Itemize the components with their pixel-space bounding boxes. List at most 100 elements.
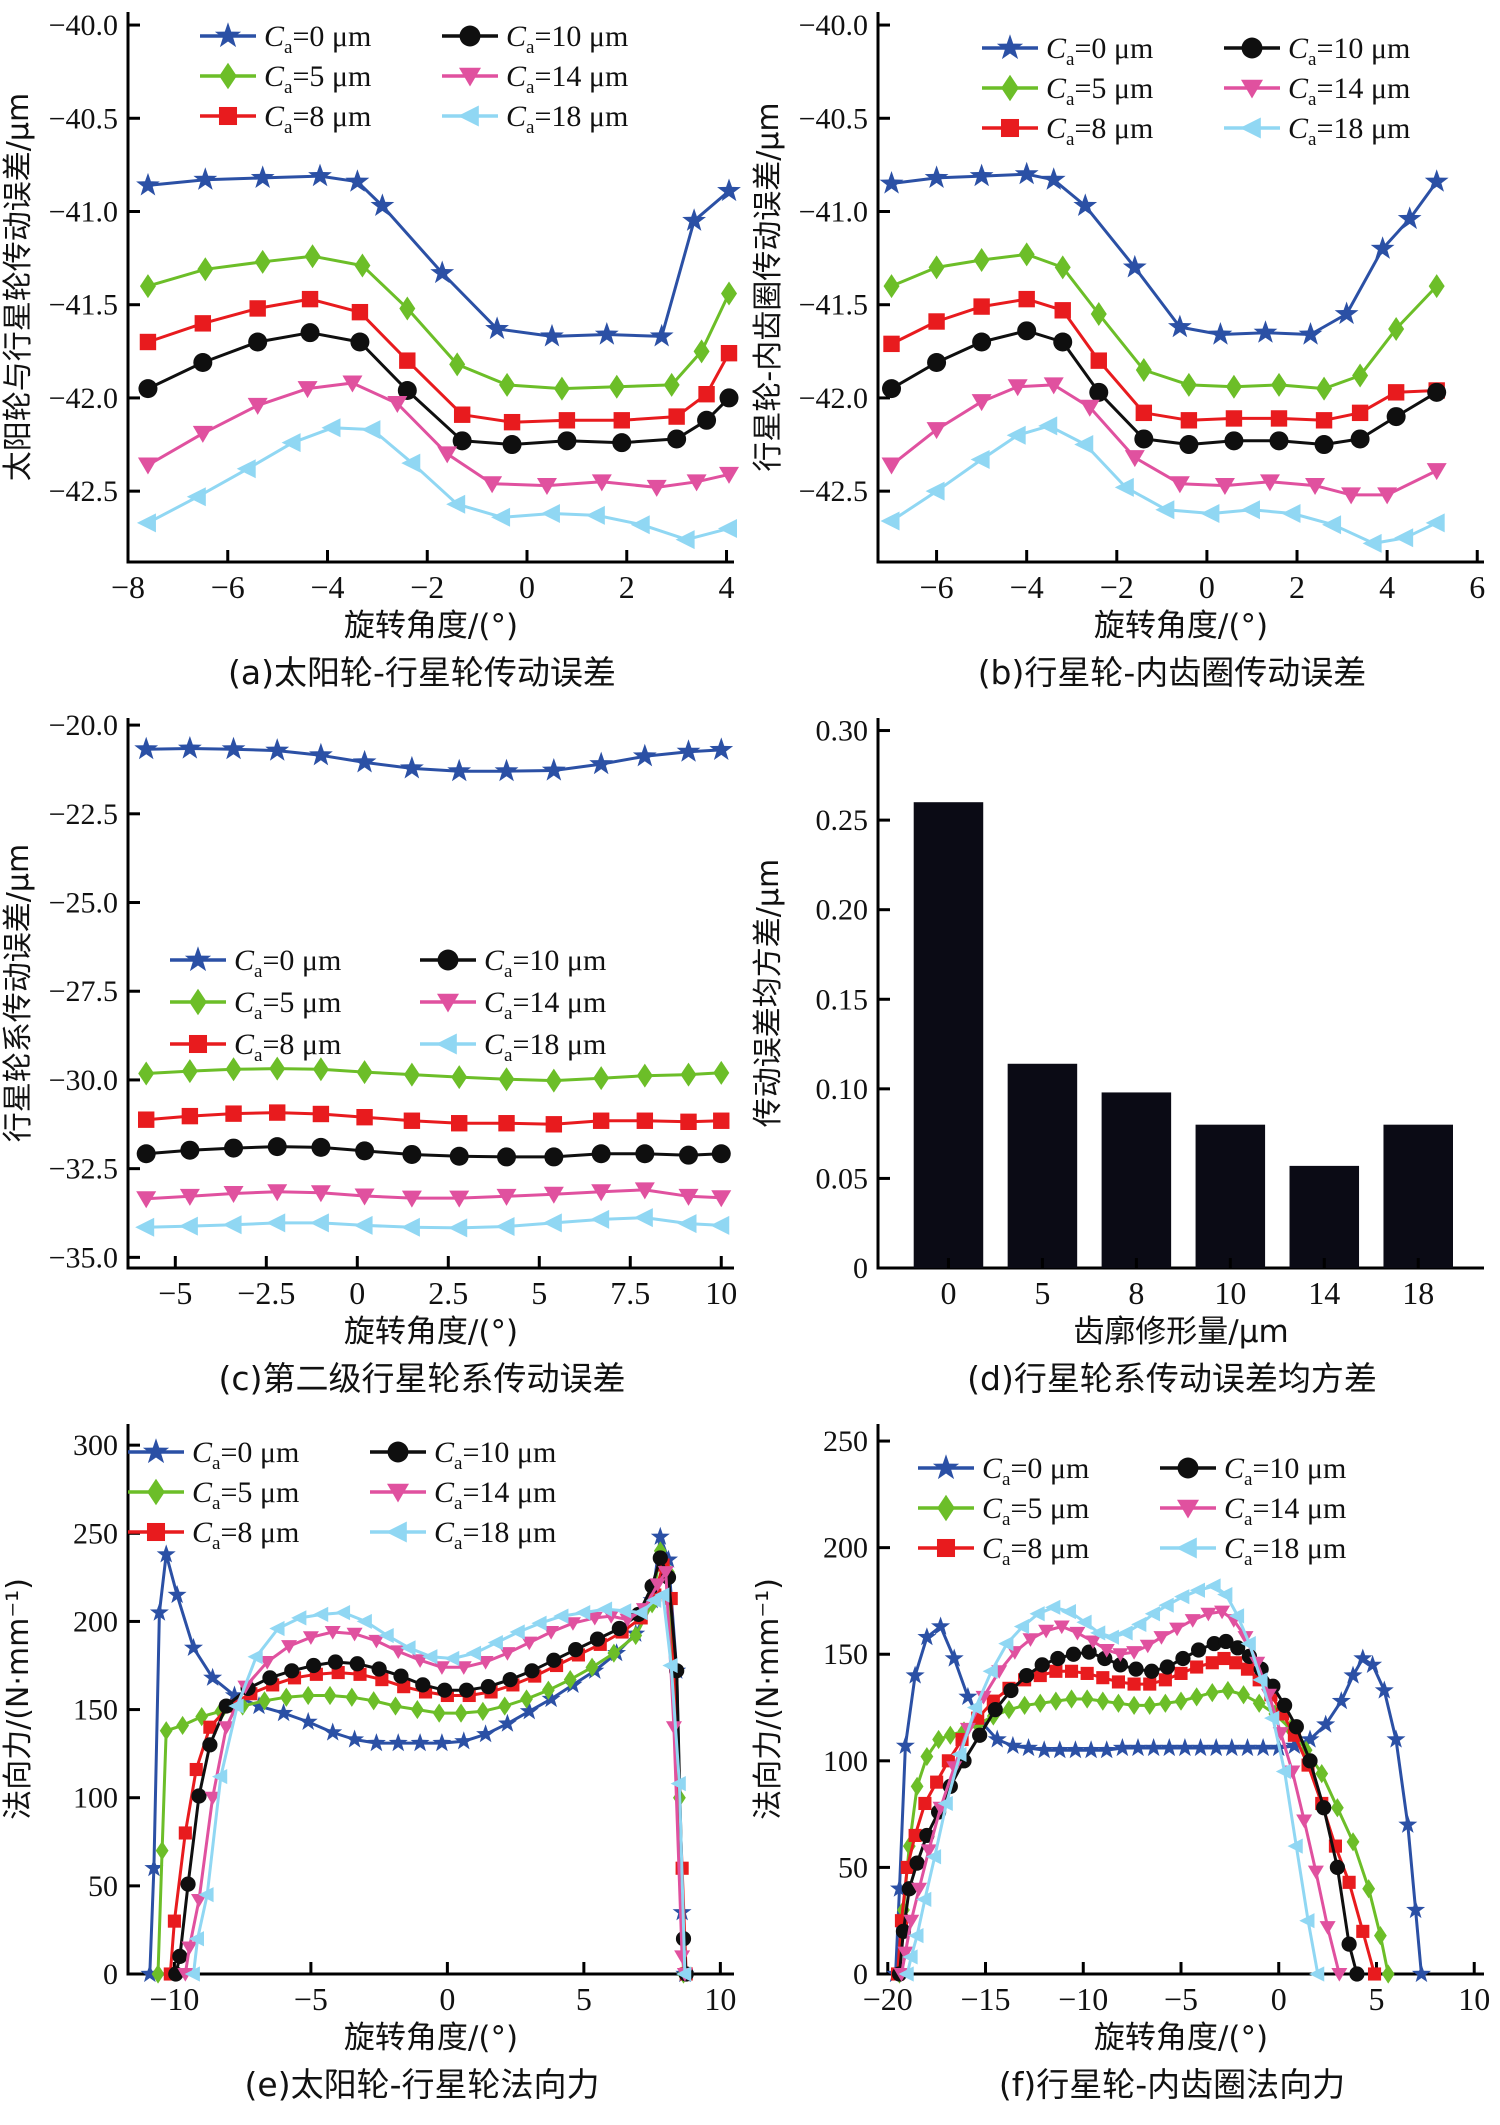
legend-entry-Ca-10: Ca=10 μm: [1160, 1452, 1346, 1490]
caption-c: (c)第二级行星轮系传动误差: [218, 1359, 626, 1398]
series-Ca-8: [139, 290, 738, 431]
series-Ca-18: [898, 1578, 1325, 1982]
svg-text:−5: −5: [294, 1981, 328, 2017]
legend-entry-Ca-5: Ca=5 μm: [200, 60, 371, 98]
legend-label: Ca=10 μm: [506, 20, 628, 58]
svg-text:100: 100: [73, 1782, 118, 1815]
series-Ca-10: [882, 321, 1447, 455]
legend-label: Ca=10 μm: [484, 944, 606, 982]
svg-text:0: 0: [439, 1981, 455, 2017]
svg-text:−15: −15: [960, 1981, 1010, 2017]
svg-text:−10: −10: [1058, 1981, 1108, 2017]
legend-entry-Ca-18: Ca=18 μm: [420, 1028, 606, 1066]
caption-e: (e)太阳轮-行星轮法向力: [244, 2065, 600, 2104]
legend-label: Ca=5 μm: [234, 986, 341, 1024]
legend-label: Ca=0 μm: [264, 20, 371, 58]
svg-text:−40.0: −40.0: [49, 9, 118, 42]
svg-text:18: 18: [1402, 1275, 1434, 1311]
legend-label: Ca=5 μm: [1046, 72, 1153, 110]
svg-text:7.5: 7.5: [610, 1275, 650, 1311]
legend-entry-Ca-14: Ca=14 μm: [1224, 72, 1410, 110]
svg-text:10: 10: [1458, 1981, 1490, 2017]
legend-entry-Ca-0: Ca=0 μm: [170, 944, 341, 982]
x-tick-labels: −20 −15 −10 −5 0 5 10: [863, 1962, 1490, 2017]
panel-e: 0 50 100 150 200 250 300 法向力/(N·mm⁻¹) −10 −5 0 5 10 C…: [0, 1418, 750, 2114]
svg-text:250: 250: [823, 1425, 868, 1458]
svg-text:−41.0: −41.0: [49, 195, 118, 228]
svg-text:−2: −2: [410, 569, 444, 605]
x-tick-labels: 0 5 8 10 14 18: [940, 1258, 1434, 1311]
svg-text:4: 4: [719, 569, 735, 605]
svg-text:−8: −8: [111, 569, 145, 605]
legend-entry-Ca-8: Ca=8 μm: [982, 112, 1153, 150]
bar-10: [1195, 1124, 1266, 1268]
svg-text:−27.5: −27.5: [49, 975, 118, 1008]
legend-entry-Ca-8: Ca=8 μm: [200, 100, 371, 138]
y-axis-label: 传动误差均方差/μm: [751, 859, 786, 1127]
caption-a: (a)太阳轮-行星轮传动误差: [228, 653, 616, 692]
legend-label: Ca=0 μm: [192, 1436, 299, 1474]
svg-text:−2: −2: [1100, 569, 1134, 605]
legend-entry-Ca-10: Ca=10 μm: [442, 20, 628, 58]
svg-text:0.25: 0.25: [816, 804, 869, 837]
x-axis-label-c: 旋转角度/(°): [343, 1314, 519, 1350]
svg-text:−20: −20: [863, 1981, 913, 2017]
series-Ca-0: [136, 163, 741, 347]
legend-label: Ca=18 μm: [434, 1516, 556, 1554]
legend-label: Ca=8 μm: [192, 1516, 299, 1554]
series-Ca-18: [135, 1208, 730, 1238]
legend-label: Ca=0 μm: [982, 1452, 1089, 1490]
caption-f: (f)行星轮-内齿圈法向力: [998, 2065, 1346, 2104]
y-axis-label: 太阳轮与行星轮传动误差/μm: [1, 93, 36, 481]
y-axis-label: 行星轮系传动误差/μm: [1, 844, 36, 1142]
series-Ca-10: [136, 1137, 731, 1167]
panel-b: −40.0 −40.5 −41.0 −41.5 −42.0 −42.5 行星轮-内齿圈传动误…: [750, 6, 1500, 702]
svg-text:0.15: 0.15: [816, 983, 869, 1016]
svg-text:−42.0: −42.0: [799, 382, 868, 415]
svg-text:0: 0: [853, 1252, 868, 1285]
y-axis-label: 法向力/(N·mm⁻¹): [751, 1578, 786, 1820]
chart-e-normal-force-sun-planet: 0 50 100 150 200 250 300 法向力/(N·mm⁻¹) −10 −5 0 5 10 C…: [1, 1424, 736, 2017]
svg-text:100: 100: [823, 1745, 868, 1778]
svg-text:0: 0: [1199, 569, 1215, 605]
x-axis-label-d: 齿廓修形量/μm: [1073, 1314, 1289, 1350]
legend-label: Ca=5 μm: [192, 1476, 299, 1514]
caption-d: (d)行星轮系传动误差均方差: [967, 1359, 1377, 1398]
bar-5: [1007, 1063, 1078, 1268]
legend-label: Ca=8 μm: [1046, 112, 1153, 150]
svg-text:−35.0: −35.0: [49, 1241, 118, 1274]
svg-text:10: 10: [1214, 1275, 1246, 1311]
svg-text:150: 150: [73, 1694, 118, 1727]
svg-text:0.20: 0.20: [816, 894, 869, 927]
series-Ca-0: [140, 1526, 695, 1983]
svg-text:−20.0: −20.0: [49, 712, 118, 742]
legend-label: Ca=18 μm: [484, 1028, 606, 1066]
legend-label: Ca=8 μm: [264, 100, 371, 138]
series-Ca-14: [893, 1605, 1348, 1982]
legend-entry-Ca-0: Ca=0 μm: [200, 20, 371, 58]
legend-entry-Ca-5: Ca=5 μm: [982, 72, 1153, 110]
svg-text:14: 14: [1308, 1275, 1340, 1311]
panel-f: 0 50 100 150 200 250 法向力/(N·mm⁻¹) −20 −15 −10 −5 0 5…: [750, 1418, 1500, 2114]
chart-f-normal-force-planet-ring: 0 50 100 150 200 250 法向力/(N·mm⁻¹) −20 −15 −10 −5 0 5…: [751, 1424, 1490, 2017]
series-Ca-18: [880, 416, 1445, 553]
svg-text:5: 5: [531, 1275, 547, 1311]
chart-b-transmission-error-planet-ring: −40.0 −40.5 −41.0 −41.5 −42.0 −42.5 行星轮-内齿圈传动误…: [751, 9, 1485, 605]
svg-text:−6: −6: [211, 569, 245, 605]
svg-text:50: 50: [88, 1870, 118, 1903]
series-Ca-8: [163, 1558, 693, 1981]
series-Ca-14: [881, 377, 1447, 505]
series-Ca-0: [879, 161, 1449, 345]
legend-label: Ca=0 μm: [234, 944, 341, 982]
svg-text:200: 200: [73, 1605, 118, 1638]
legend-entry-Ca-10: Ca=10 μm: [420, 944, 606, 982]
svg-text:0: 0: [1271, 1981, 1287, 2017]
svg-text:2: 2: [1289, 569, 1305, 605]
legend-entry-Ca-0: Ca=0 μm: [128, 1436, 299, 1474]
legend-entry-Ca-8: Ca=8 μm: [918, 1532, 1089, 1570]
